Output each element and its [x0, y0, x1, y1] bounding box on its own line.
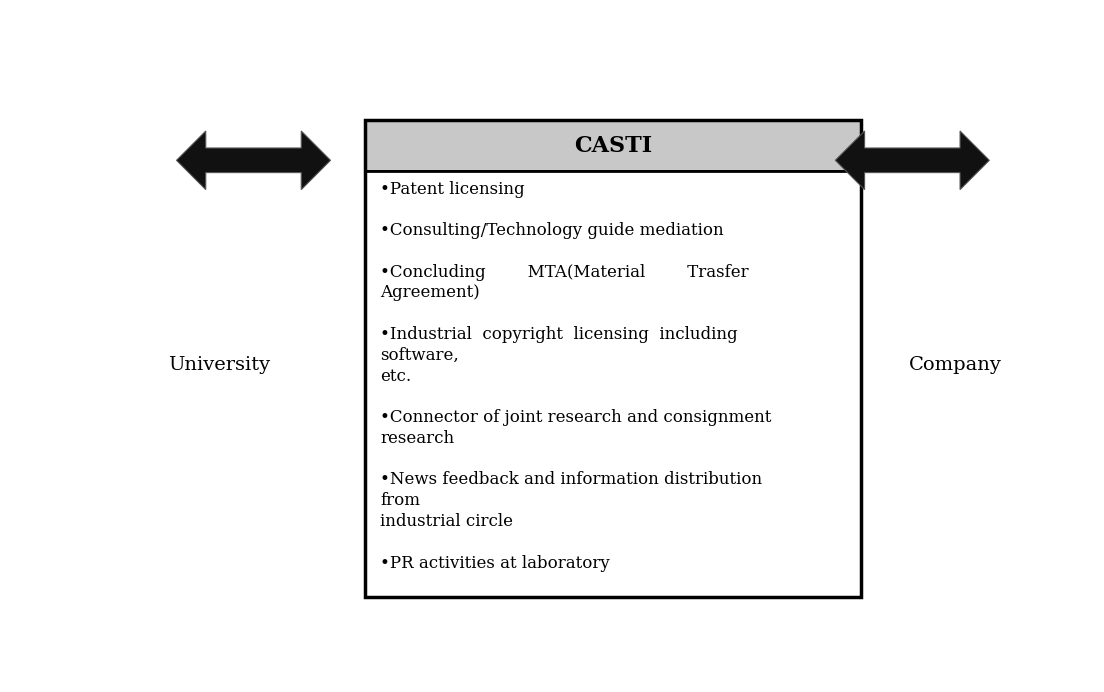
Text: Company: Company [909, 356, 1001, 374]
Text: etc.: etc. [380, 367, 412, 385]
Text: •Patent licensing: •Patent licensing [380, 181, 524, 197]
Text: from: from [380, 492, 421, 509]
Text: software,: software, [380, 347, 459, 364]
Text: •Connector of joint research and consignment: •Connector of joint research and consign… [380, 409, 772, 426]
Text: Agreement): Agreement) [380, 284, 480, 302]
Bar [364, 171, 861, 597]
Bar [364, 120, 861, 597]
Text: University: University [168, 356, 270, 374]
Text: •Concluding        MTA(Material        Trasfer: •Concluding MTA(Material Trasfer [380, 264, 749, 281]
Bar [364, 120, 861, 171]
Text: •PR activities at laboratory: •PR activities at laboratory [380, 554, 609, 572]
Text: •Industrial  copyright  licensing  including: •Industrial copyright licensing includin… [380, 326, 737, 343]
Text: •News feedback and information distribution: •News feedback and information distribut… [380, 471, 762, 489]
Text: CASTI: CASTI [574, 135, 652, 156]
Text: •Consulting/Technology guide mediation: •Consulting/Technology guide mediation [380, 222, 724, 239]
Text: industrial circle: industrial circle [380, 513, 513, 530]
Polygon shape [177, 131, 330, 190]
Text: research: research [380, 430, 454, 447]
Polygon shape [836, 131, 989, 190]
